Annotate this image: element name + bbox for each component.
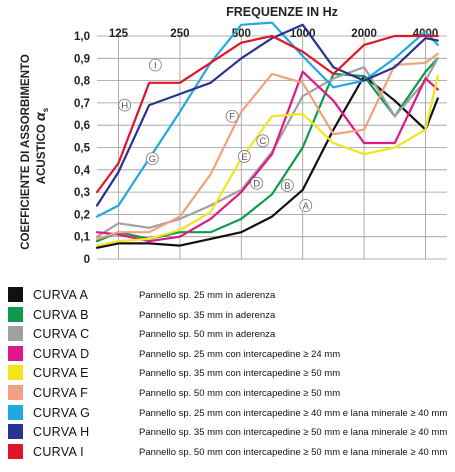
- curve-label-circle: [145, 152, 159, 166]
- legend-item-g: CURVA G Pannello sp. 25 mm con intercaped…: [0, 404, 455, 422]
- legend-item-a: CURVA A Pannello sp. 25 mm in aderenza: [0, 287, 455, 304]
- series-line-h: [95, 23, 439, 207]
- curve-label-circle: [237, 150, 251, 163]
- curve-label-text: I: [154, 60, 157, 71]
- curve-label-g: G: [145, 152, 159, 166]
- x-tick-label: 250: [170, 28, 189, 40]
- curve-label-i: I: [148, 58, 162, 72]
- curve-label-a: A: [299, 199, 313, 212]
- curve-label-circle: [256, 134, 270, 148]
- legend-swatch: [8, 404, 23, 420]
- legend-description: Pannello sp. 25 mm in aderenza: [139, 290, 276, 301]
- curve-label-circle: [299, 199, 313, 212]
- curve-label-text: B: [284, 181, 290, 192]
- x-tick-label: 125: [109, 28, 129, 40]
- legend-description: Pannello sp. 25 mm con intercapedine ≥ 4…: [139, 407, 448, 419]
- curve-label-text: A: [303, 201, 310, 212]
- y-tick-label: 1,0: [74, 31, 90, 43]
- legend-description: Pannello sp. 50 mm con intercapedine ≥ 5…: [139, 446, 448, 458]
- curve-label-text: F: [229, 112, 235, 123]
- legend-swatch: [8, 287, 23, 302]
- curve-label-d: D: [250, 176, 264, 190]
- legend-item-e: CURVA E Pannello sp. 35 mm con intercaped…: [0, 365, 455, 382]
- legend-swatch: [8, 326, 23, 342]
- legend-name: CURVA C: [33, 327, 90, 342]
- legend-swatch: [8, 385, 23, 400]
- legend-name: CURVA A: [33, 288, 89, 302]
- legend-item-h: CURVA H Pannello sp. 35 mm con intercaped…: [0, 424, 455, 441]
- series-line-i: [95, 34, 439, 194]
- x-tick-label: 1000: [290, 28, 316, 40]
- legend-name: CURVA G: [33, 405, 91, 420]
- curve-label-text: C: [259, 136, 266, 147]
- y-tick-label: 0,8: [74, 76, 91, 88]
- y-tick-label: 0,2: [74, 209, 90, 221]
- curve-label-text: D: [253, 179, 260, 190]
- legend-swatch: [8, 345, 23, 361]
- legend-item-d: CURVA D Pannello sp. 25 mm con intercaped…: [0, 345, 455, 363]
- curve-labels: A B C D E F G H I: [118, 58, 313, 212]
- curve-label-e: E: [237, 150, 251, 163]
- curve-label-text: E: [241, 152, 247, 163]
- series-line-f: [95, 52, 439, 240]
- curve-label-circle: [118, 98, 132, 112]
- legend-name: CURVA H: [33, 425, 90, 440]
- legend-description: Pannello sp. 50 mm con intercapedine ≥ 5…: [139, 388, 341, 399]
- curve-label-text: G: [149, 154, 156, 165]
- chart-title: FREQUENZE IN Hz: [226, 5, 338, 19]
- series-line-e: [95, 74, 439, 247]
- legend-item-c: CURVA C Pannello sp. 50 mm in aderenza: [0, 326, 455, 343]
- curve-label-circle: [225, 109, 239, 123]
- curve-label-circle: [280, 179, 294, 192]
- y-tick-label: 0,9: [74, 53, 90, 65]
- legend-name: CURVA B: [33, 307, 89, 322]
- legend-description: Pannello sp. 35 mm con intercapedine ≥ 5…: [139, 427, 448, 439]
- curve-label-circle: [250, 176, 264, 190]
- legend-swatch: [8, 424, 23, 440]
- legend-swatch: [8, 443, 23, 459]
- series-line-d: [95, 70, 439, 243]
- legend-item-i: CURVA I Pannello sp. 50 mm con intercaped…: [0, 443, 455, 461]
- legend-description: Pannello sp. 35 mm in aderenza: [139, 309, 276, 321]
- legend-name: CURVA I: [33, 444, 84, 459]
- legend-item-b: CURVA B Pannello sp. 35 mm in aderenza: [0, 306, 455, 324]
- legend-name: CURVA F: [33, 386, 89, 400]
- legend-item-f: CURVA F Pannello sp. 50 mm con intercaped…: [0, 385, 455, 402]
- curve-label-h: H: [118, 98, 132, 112]
- curve-label-circle: [148, 58, 162, 72]
- series-lines: [95, 21, 439, 249]
- legend-description: Pannello sp. 50 mm in aderenza: [139, 329, 276, 341]
- y-tick-label: 0,6: [74, 120, 90, 132]
- legend-swatch: [8, 365, 23, 381]
- curve-label-text: H: [121, 101, 128, 112]
- y-tick-label: 0: [84, 254, 90, 266]
- y-tick-label: 0,4: [74, 165, 91, 177]
- y-tick-label: 0,3: [74, 187, 90, 199]
- curve-label-b: B: [280, 179, 294, 192]
- series-line-g: [95, 21, 439, 218]
- legend-name: CURVA E: [33, 366, 89, 381]
- legend-description: Pannello sp. 35 mm con intercapedine ≥ 5…: [139, 368, 341, 380]
- y-tick-label: 0,1: [74, 232, 91, 244]
- y-tick-label: 0,7: [74, 98, 90, 110]
- y-tick-label: 0,5: [74, 143, 91, 155]
- absorption-chart: FREQUENZE IN Hz COEFFICIENTE DI ASSORBIM…: [20, 5, 447, 266]
- y-tick-labels: 0 0,1 0,2 0,3 0,4 0,5 0,6 0,7 0,8 0,9 1,0: [74, 31, 91, 266]
- legend-description: Pannello sp. 25 mm con intercapedine ≥ 2…: [139, 348, 341, 360]
- legend-swatch: [8, 306, 23, 322]
- curve-label-f: F: [225, 109, 239, 123]
- x-tick-label: 2000: [351, 28, 377, 40]
- curve-label-c: C: [256, 134, 270, 148]
- legend-name: CURVA D: [33, 346, 90, 361]
- y-axis-label-line-1: COEFFICIENTE DI ASSORBIMENTO: [20, 54, 32, 250]
- y-axis-label-line-2: ACUSTICO αs: [32, 107, 50, 184]
- series-line-a: [95, 74, 439, 249]
- y-axis-label: COEFFICIENTE DI ASSORBIMENTO ACUSTICO αs: [20, 54, 50, 250]
